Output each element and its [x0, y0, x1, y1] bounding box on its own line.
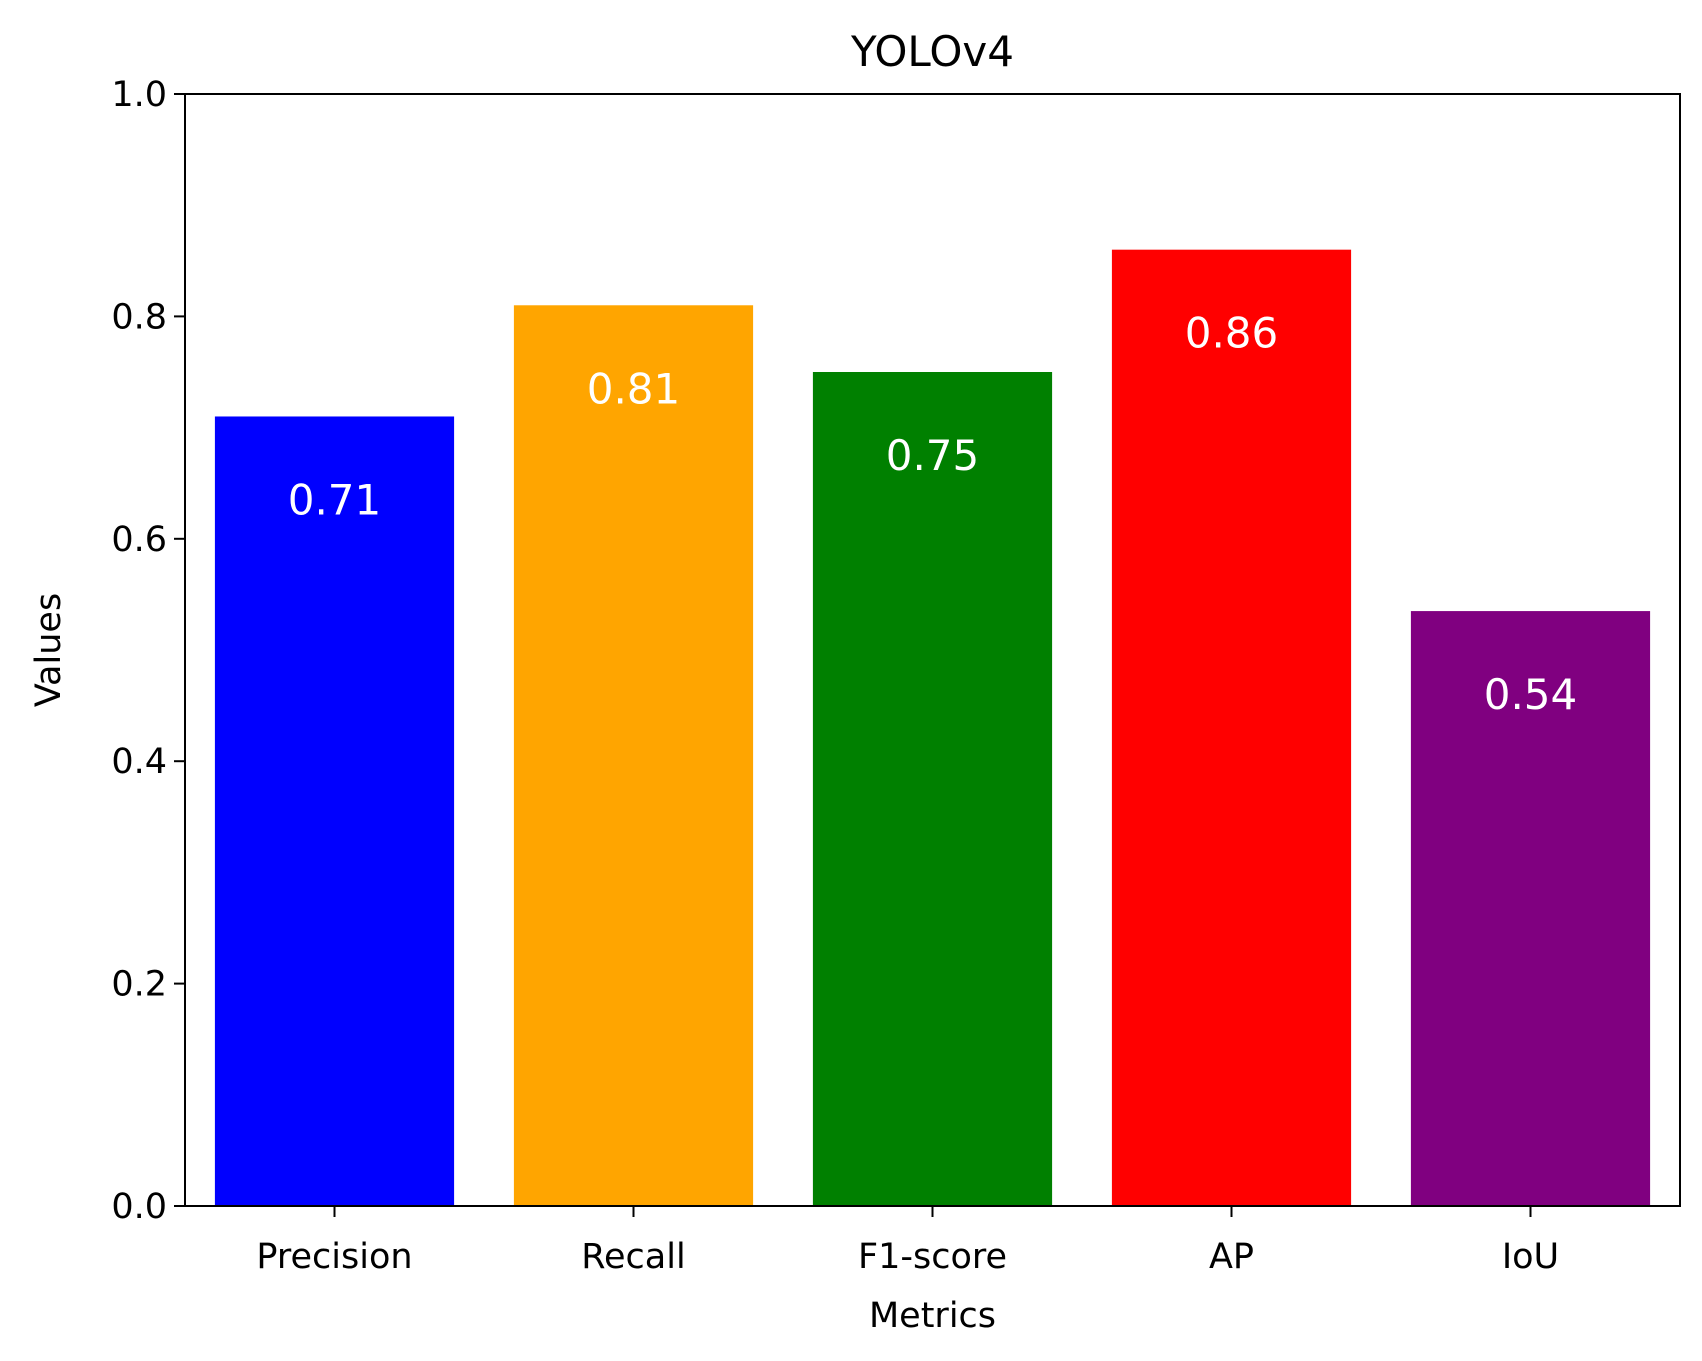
bar-value-label: 0.71	[288, 475, 382, 524]
x-tick-label: F1-score	[858, 1237, 1007, 1277]
bar-iou	[1410, 611, 1651, 1206]
bar-value-label: 0.75	[886, 431, 980, 480]
bar-labels-group: 0.71 0.81 0.75 0.86 0.54	[288, 309, 1578, 719]
bar-ap	[1111, 249, 1352, 1206]
y-tick-label: 0.0	[111, 1187, 167, 1227]
bar-value-label: 0.86	[1185, 309, 1279, 358]
bar-recall	[513, 305, 754, 1206]
plot-frame	[184, 93, 1681, 1207]
y-tick-label: 0.2	[111, 965, 167, 1005]
y-tick-label: 0.8	[111, 297, 167, 337]
bars-group	[214, 249, 1651, 1207]
bar-value-label: 0.81	[587, 364, 681, 413]
y-tick-label: 0.4	[111, 742, 167, 782]
x-tick-label: Precision	[256, 1237, 412, 1277]
bar-value-label: 0.54	[1484, 670, 1578, 719]
bar-precision	[214, 416, 455, 1207]
x-axis-title: Metrics	[869, 1296, 996, 1336]
x-tick-label: Recall	[581, 1237, 685, 1277]
bar-f1-score	[812, 372, 1053, 1206]
x-axis: Precision Recall F1-score AP IoU	[256, 1206, 1559, 1277]
y-tick-label: 1.0	[111, 75, 167, 115]
x-tick-label: IoU	[1502, 1237, 1559, 1277]
chart-title: YOLOv4	[850, 27, 1014, 76]
y-axis: 0.0 0.2 0.4 0.6 0.8 1.0	[111, 75, 185, 1227]
x-tick-label: AP	[1209, 1237, 1254, 1277]
y-axis-title: Values	[29, 593, 69, 707]
y-tick-label: 0.6	[111, 520, 167, 560]
